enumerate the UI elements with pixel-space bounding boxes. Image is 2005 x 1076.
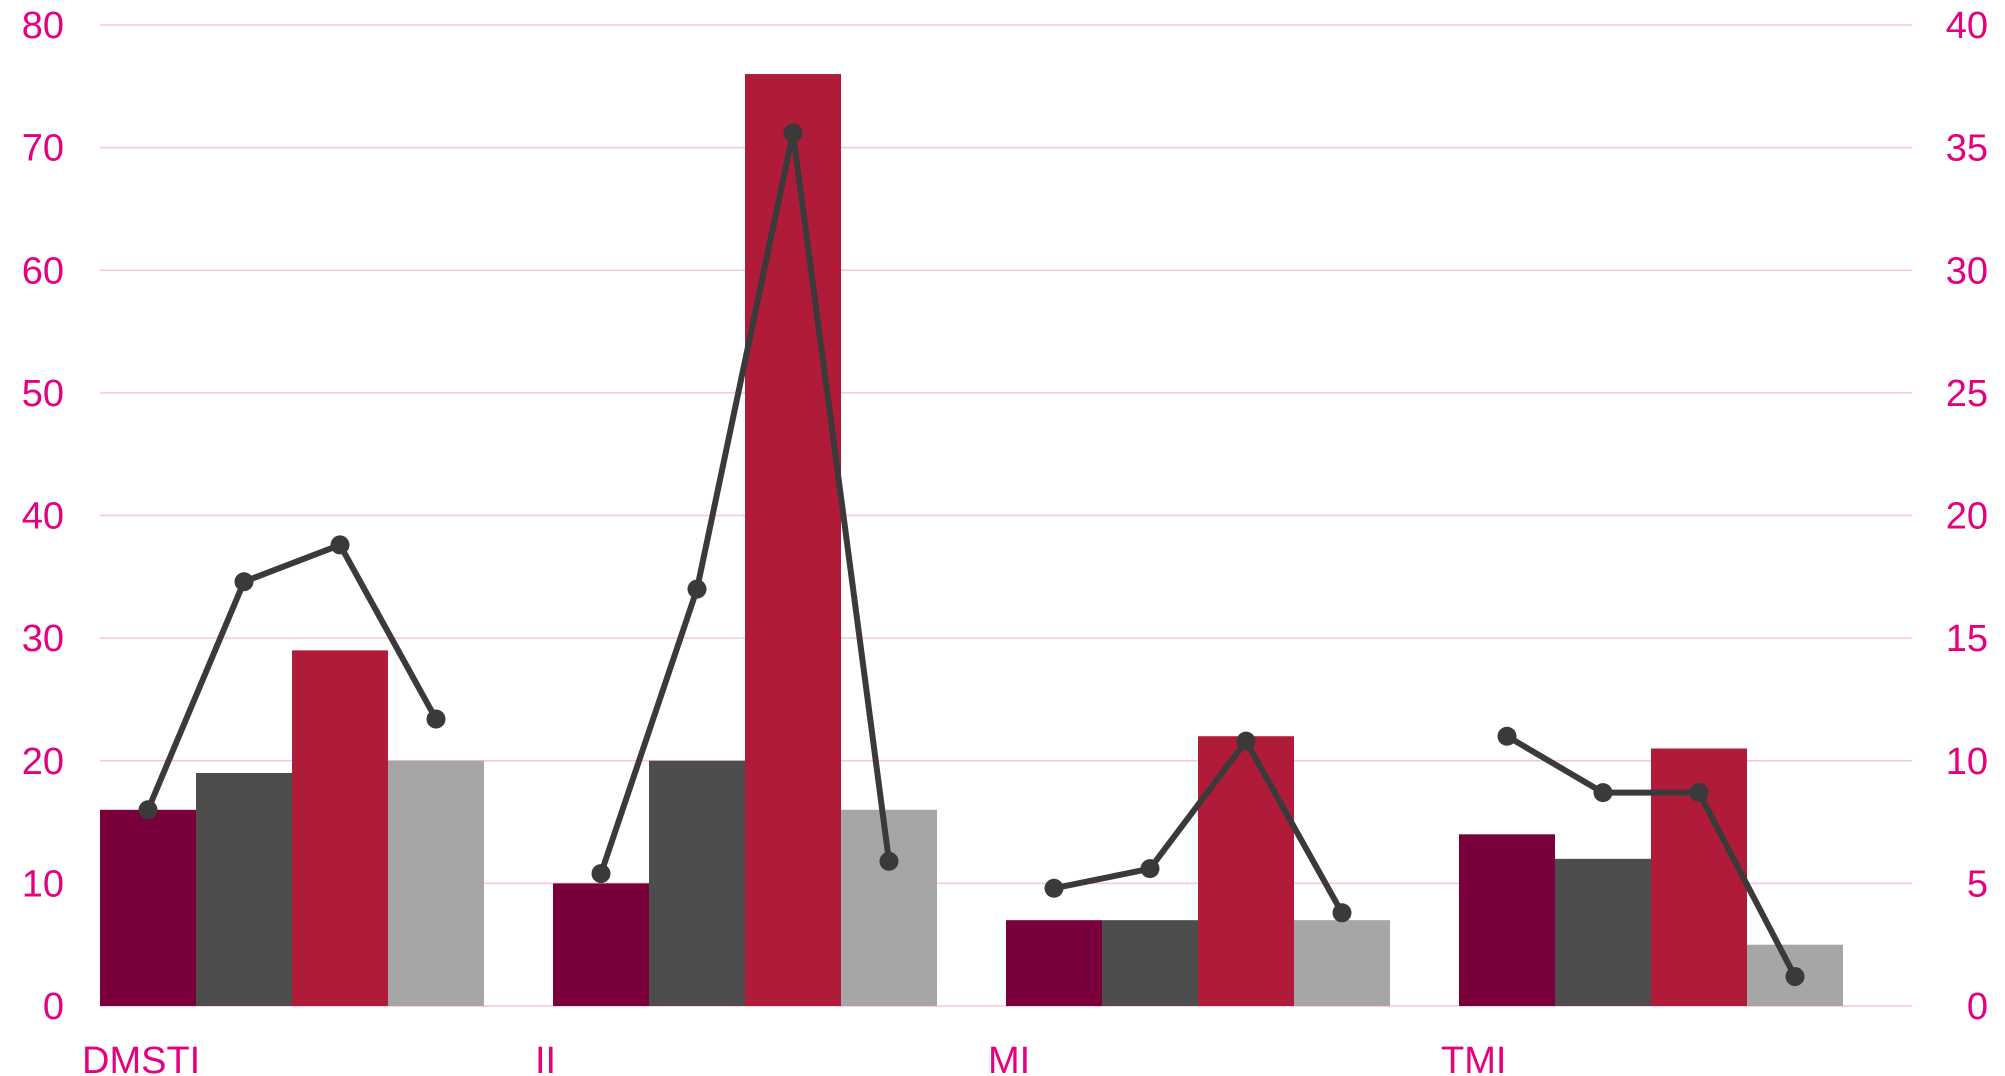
right-axis-tick-label: 35 (1946, 128, 1988, 170)
bar-ii-series-2 (649, 760, 745, 1006)
bar-mi-series-2 (1102, 920, 1198, 1006)
bar-tmi-series-1 (1459, 834, 1555, 1006)
right-axis-tick-label: 10 (1946, 741, 1988, 783)
left-axis-tick-label: 80 (22, 5, 64, 47)
right-axis-tick-label: 30 (1946, 250, 1988, 292)
bar-dmsti-series-4 (388, 760, 484, 1006)
bar-mi-series-1 (1006, 920, 1102, 1006)
left-axis-tick-label: 50 (22, 373, 64, 415)
line-point (234, 572, 254, 592)
left-axis-tick-label: 60 (22, 250, 64, 292)
category-label: TMI (1441, 1040, 1506, 1076)
right-axis-tick-label: 20 (1946, 496, 1988, 538)
left-axis-tick-label: 0 (43, 986, 64, 1028)
right-axis-tick-label: 15 (1946, 618, 1988, 660)
left-y-axis: 0 10 20 30 40 50 60 70 80 (22, 5, 64, 1028)
line-point (1593, 783, 1613, 803)
right-axis-tick-label: 0 (1967, 986, 1988, 1028)
line-point (783, 123, 803, 143)
right-axis-tick-label: 5 (1967, 863, 1988, 905)
left-axis-tick-label: 40 (22, 496, 64, 538)
line-point (1497, 726, 1517, 746)
line-point (1236, 731, 1256, 751)
line-point (1689, 783, 1709, 803)
bar-mi-series-3 (1198, 736, 1294, 1006)
line-point (1332, 903, 1352, 923)
category-label: DMSTI (82, 1040, 200, 1076)
line-point (330, 535, 350, 555)
bar-dmsti-series-2 (196, 773, 292, 1006)
bar-ii-series-3 (745, 74, 841, 1007)
line-segment-dmsti (145, 541, 439, 811)
line-point (426, 709, 446, 729)
line-point (138, 800, 158, 820)
left-axis-tick-label: 70 (22, 128, 64, 170)
bar-dmsti-series-1 (100, 809, 196, 1006)
line-segment-ii (598, 129, 892, 875)
right-y-axis: 0 5 10 15 20 25 30 35 40 (1946, 5, 1988, 1028)
line-point (1044, 878, 1064, 898)
line-segment-tmi (1505, 733, 1798, 978)
bar-tmi-series-2 (1555, 858, 1651, 1006)
right-axis-tick-label: 25 (1946, 373, 1988, 415)
line-point (591, 864, 611, 884)
line-point (879, 851, 899, 871)
bar-series (100, 74, 1843, 1007)
line-point (687, 579, 707, 599)
line-point (1140, 859, 1160, 879)
bar-ii-series-1 (553, 883, 649, 1006)
line-point (1785, 967, 1805, 987)
left-axis-tick-label: 30 (22, 618, 64, 660)
right-axis-tick-label: 40 (1946, 5, 1988, 47)
category-label: II (535, 1040, 556, 1076)
bar-mi-series-4 (1294, 920, 1390, 1006)
bar-dmsti-series-3 (292, 650, 388, 1006)
line-series (138, 123, 1805, 987)
category-label: MI (988, 1040, 1030, 1076)
left-axis-tick-label: 20 (22, 741, 64, 783)
line-segment-mi (1053, 738, 1345, 915)
left-axis-tick-label: 10 (22, 863, 64, 905)
x-axis-categories: DMSTI II MI TMI (82, 1040, 1506, 1076)
